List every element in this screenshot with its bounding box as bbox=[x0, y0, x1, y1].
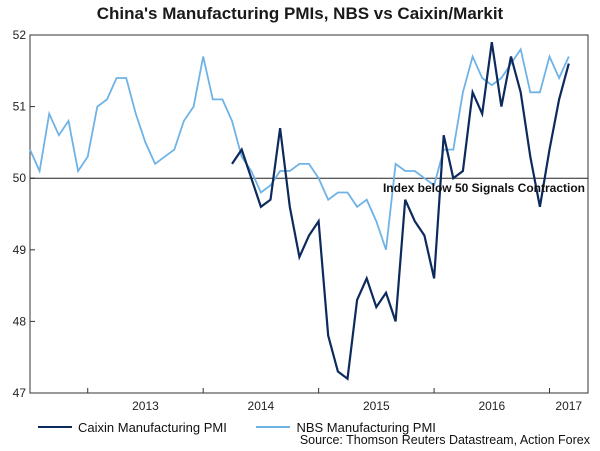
series-line-caixin bbox=[231, 42, 570, 381]
legend-item-caixin: Caixin Manufacturing PMI bbox=[38, 420, 227, 435]
legend-swatch-nbs bbox=[256, 426, 291, 428]
y-tick-label: 48 bbox=[13, 314, 27, 328]
y-tick-label: 52 bbox=[13, 28, 27, 42]
x-tick-label: 2017 bbox=[555, 399, 582, 413]
legend: Caixin Manufacturing PMI NBS Manufacturi… bbox=[38, 416, 462, 435]
y-tick-label: 49 bbox=[13, 243, 27, 257]
reference-line-label: Index below 50 Signals Contraction bbox=[383, 181, 585, 195]
chart-title: China's Manufacturing PMIs, NBS vs Caixi… bbox=[96, 4, 504, 23]
legend-swatch-caixin bbox=[38, 426, 72, 428]
series-line-nbs bbox=[29, 47, 570, 251]
x-tick-label: 2015 bbox=[363, 399, 390, 413]
legend-item-nbs: NBS Manufacturing PMI bbox=[256, 419, 436, 435]
x-tick-label: 2013 bbox=[132, 399, 159, 413]
y-tick-label: 51 bbox=[13, 100, 27, 114]
y-tick-label: 50 bbox=[13, 171, 27, 185]
plot-area bbox=[29, 34, 589, 394]
x-tick-label: 2014 bbox=[248, 399, 275, 413]
legend-label-caixin: Caixin Manufacturing PMI bbox=[78, 419, 227, 435]
legend-label-nbs: NBS Manufacturing PMI bbox=[296, 419, 436, 435]
source-note: Source: Thomson Reuters Datastream, Acti… bbox=[299, 433, 590, 447]
y-tick-label: 47 bbox=[13, 386, 27, 400]
x-tick-label: 2016 bbox=[478, 399, 505, 413]
